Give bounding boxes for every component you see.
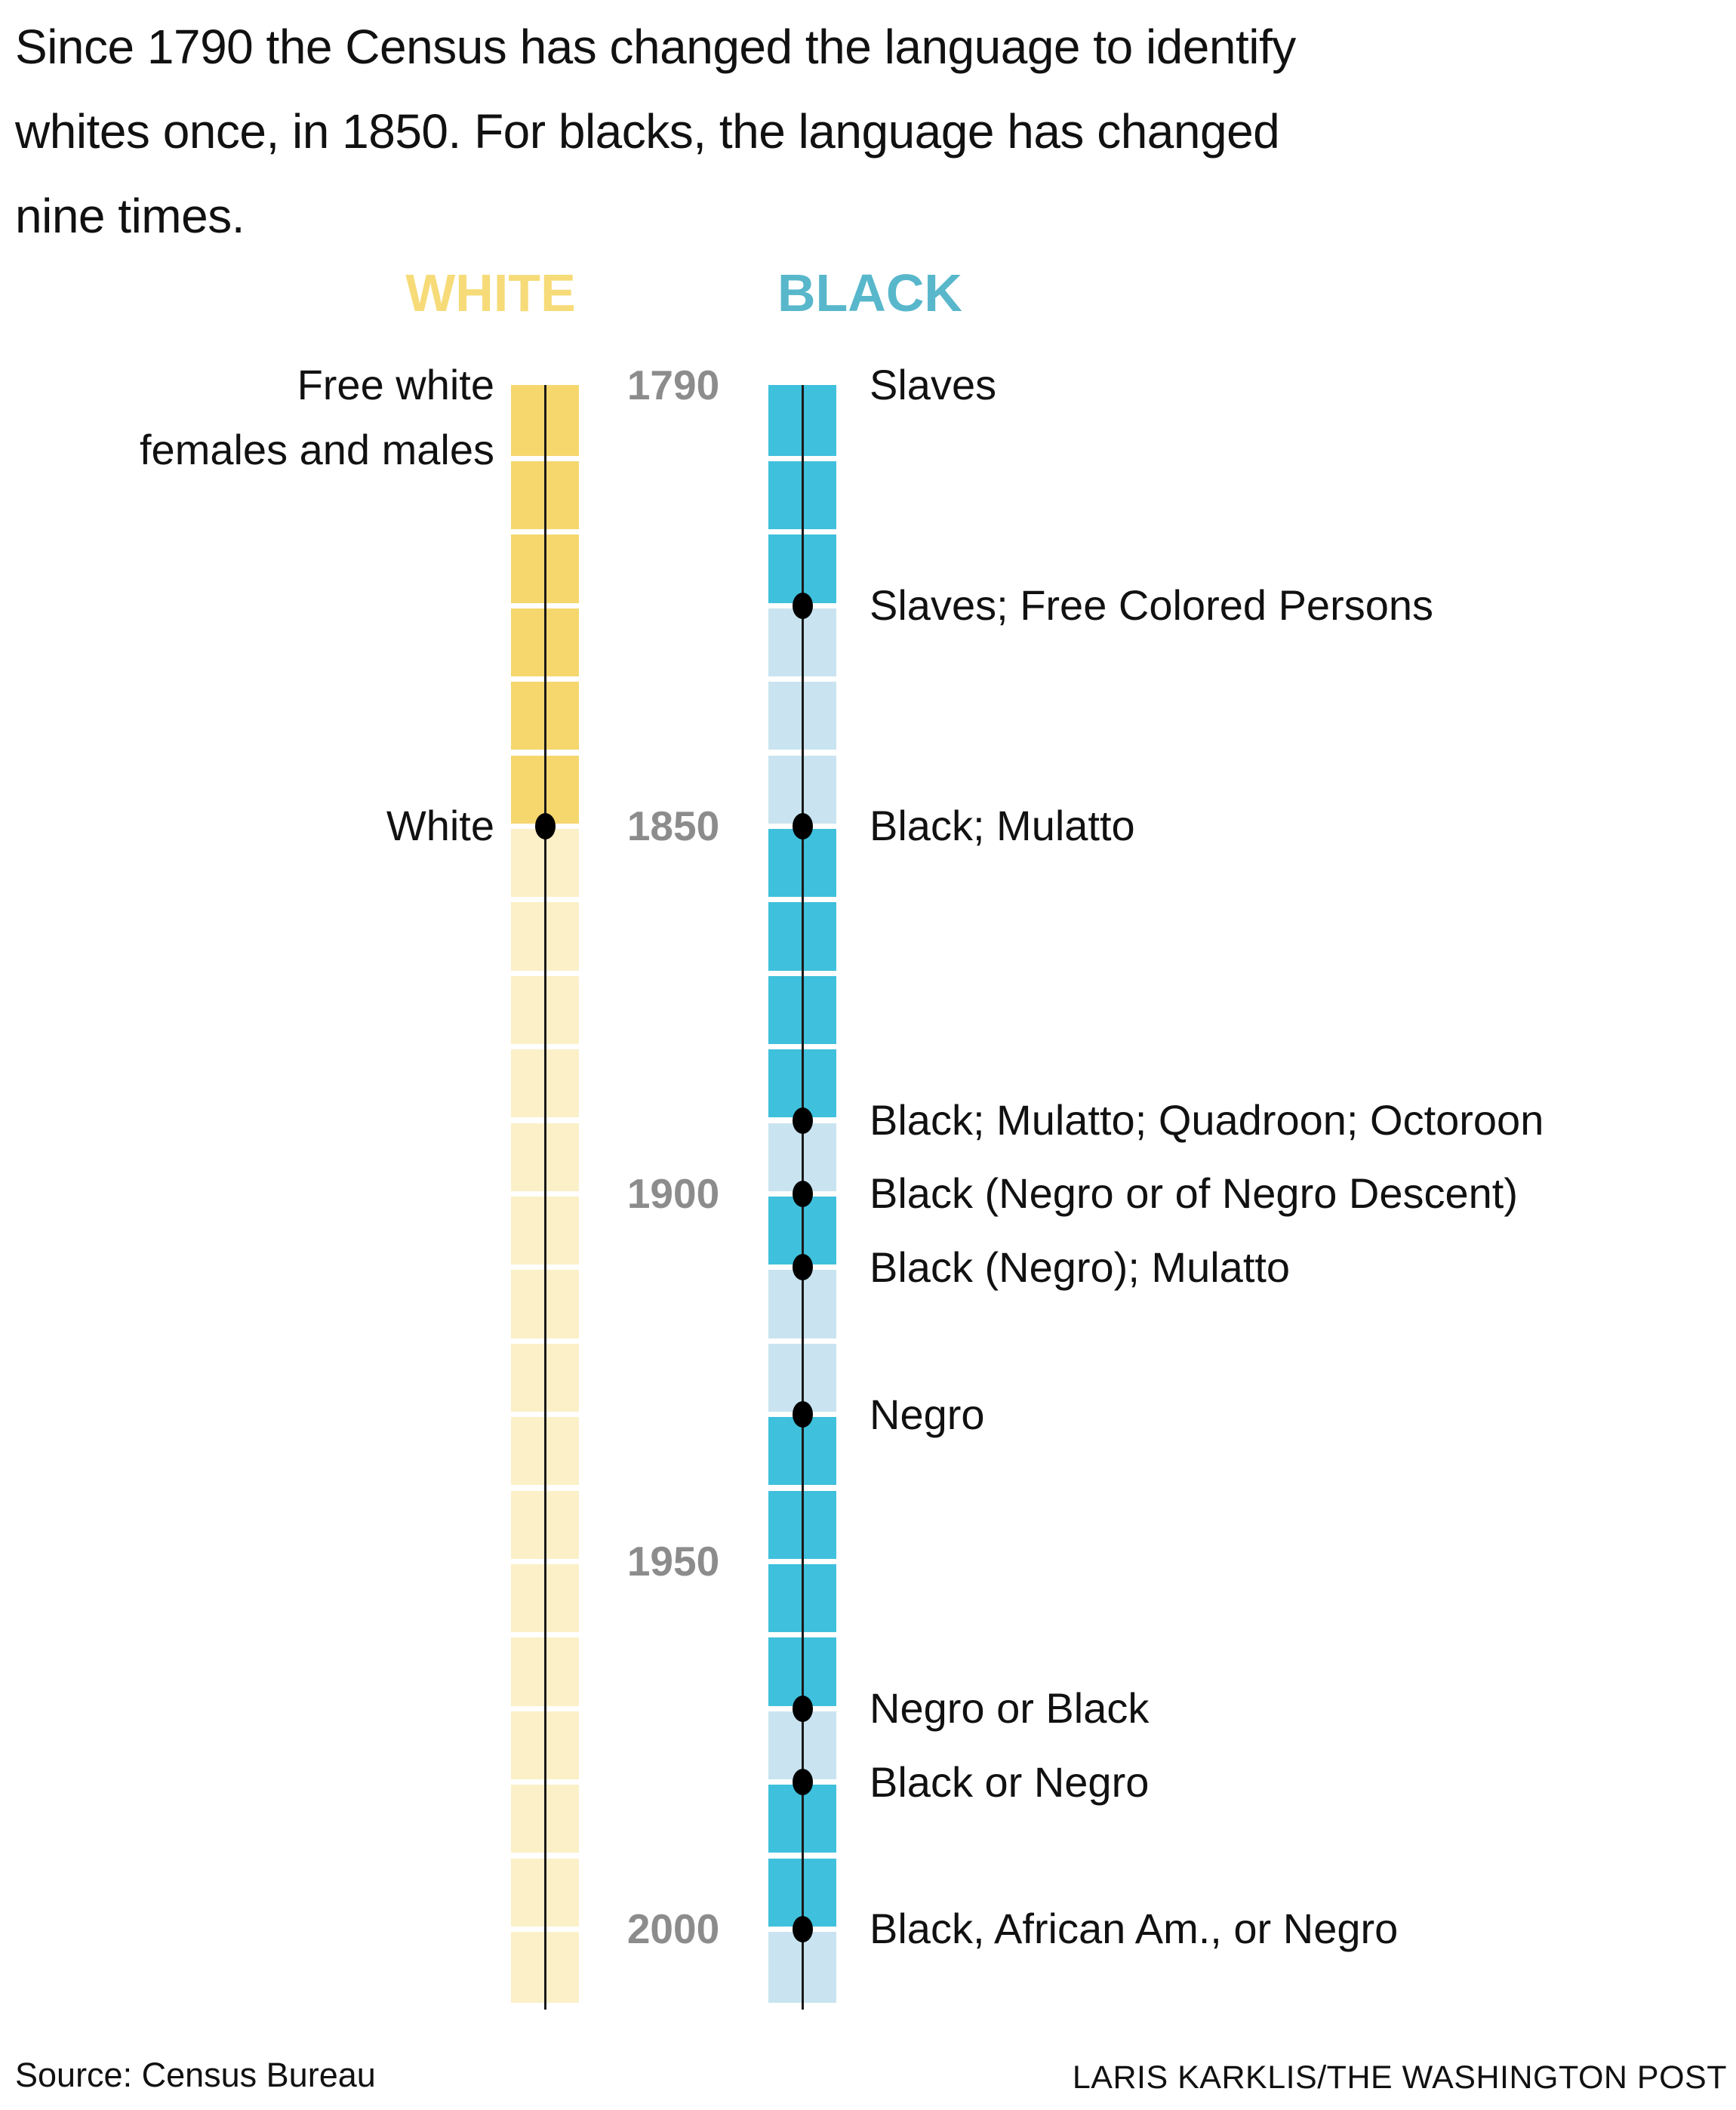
black-change-marker-1910	[792, 1254, 813, 1281]
year-tick-1900: 1900	[626, 1170, 720, 1218]
credit-text: LARIS KARKLIS/THE WASHINGTON POST	[1072, 2059, 1727, 2096]
column-header-white: WHITE	[405, 263, 576, 322]
black-era-label-1930: Negro	[870, 1390, 985, 1438]
title-line-2: whites once, in 1850. For blacks, the la…	[15, 104, 1280, 159]
year-tick-1790: 1790	[626, 362, 720, 408]
black-change-marker-2000	[792, 1915, 813, 1942]
black-era-label-1890: Black; Mulatto; Quadroon; Octoroon	[870, 1096, 1544, 1144]
white-change-marker-1850	[534, 812, 556, 839]
black-change-marker-1970	[792, 1695, 813, 1722]
column-header-black: BLACK	[777, 263, 962, 322]
page-title: Since 1790 the Census has changed the la…	[15, 5, 1721, 258]
black-era-label-1910: Black (Negro); Mulatto	[870, 1243, 1291, 1291]
black-era-label-1900: Black (Negro or of Negro Descent)	[870, 1169, 1519, 1218]
black-change-marker-1850	[792, 812, 813, 839]
white-axis-line	[543, 385, 546, 2010]
black-change-marker-1930	[792, 1401, 813, 1428]
black-era-label-1820: Slaves; Free Colored Persons	[870, 581, 1434, 630]
black-change-marker-1900	[792, 1180, 813, 1207]
source-text: Source: Census Bureau	[15, 2056, 376, 2094]
black-era-label-1970: Negro or Black	[870, 1684, 1150, 1733]
black-era-label-1980: Black or Negro	[870, 1757, 1150, 1806]
year-tick-1950: 1950	[626, 1538, 720, 1585]
black-era-label-1850: Black; Mulatto	[870, 802, 1135, 850]
black-change-marker-1890	[792, 1107, 813, 1134]
title-line-1: Since 1790 the Census has changed the la…	[15, 20, 1296, 74]
white-era-label-1790: Free white females and males	[139, 361, 494, 473]
title-line-3: nine times.	[15, 189, 245, 243]
black-change-marker-1820	[792, 592, 813, 619]
black-change-marker-1980	[792, 1769, 813, 1796]
white-era-label-1850: White	[386, 802, 494, 850]
black-era-label-1790: Slaves	[870, 361, 997, 408]
black-era-label-2000: Black, African Am., or Negro	[870, 1905, 1399, 1953]
year-tick-2000: 2000	[626, 1905, 720, 1953]
year-tick-1850: 1850	[626, 802, 720, 850]
